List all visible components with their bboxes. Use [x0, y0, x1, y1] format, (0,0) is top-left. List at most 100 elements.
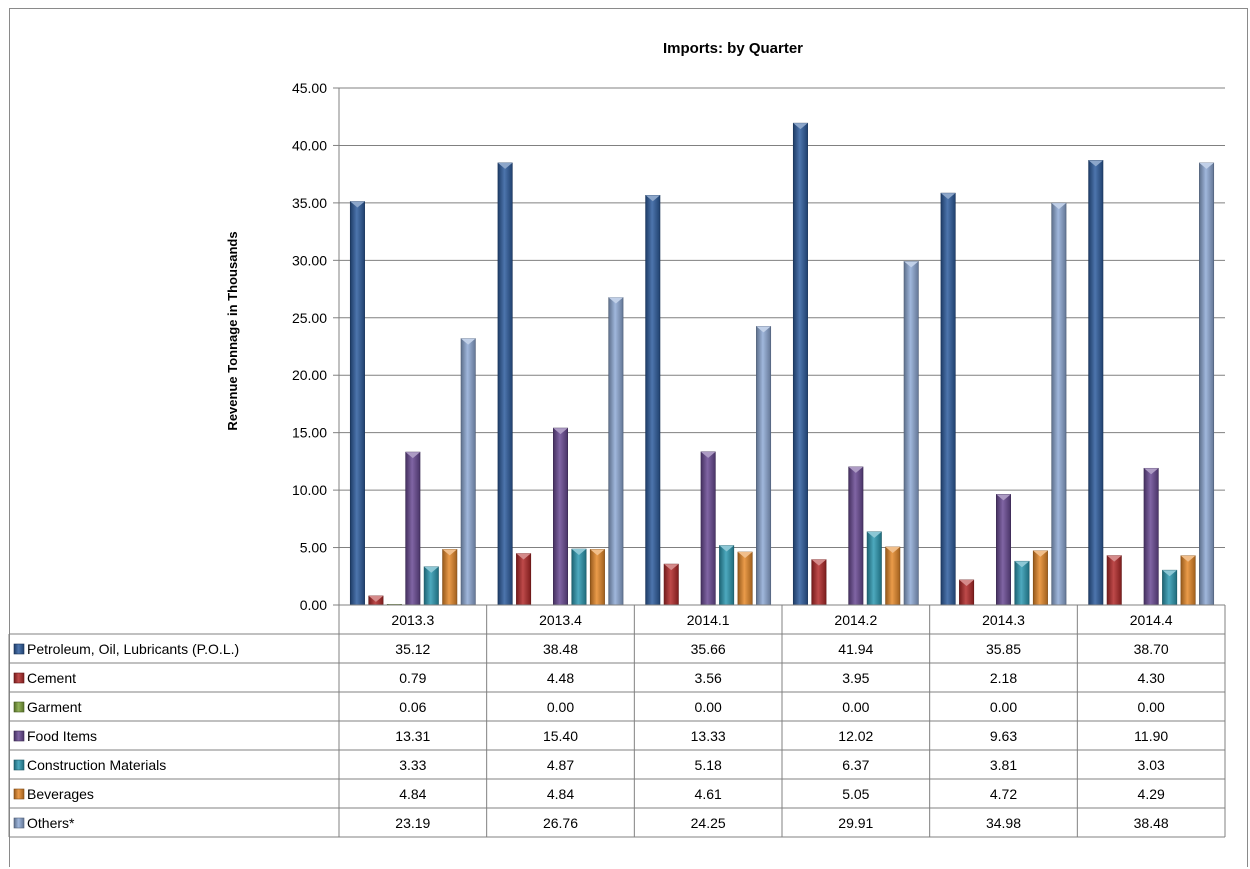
data-cell: 35.66	[691, 641, 726, 657]
data-cell: 3.03	[1138, 757, 1165, 773]
bar	[442, 549, 458, 606]
series-name: Petroleum, Oil, Lubricants (P.O.L.)	[27, 641, 239, 657]
bar-body	[571, 548, 587, 606]
data-cell: 0.00	[842, 699, 869, 715]
legend-key	[13, 672, 25, 684]
bar-cap	[904, 261, 919, 268]
y-tick-label: 5.00	[300, 540, 327, 556]
data-cell: 4.87	[547, 757, 574, 773]
data-cell: 4.61	[695, 786, 722, 802]
bar	[811, 559, 827, 606]
data-cell: 12.02	[838, 728, 873, 744]
bar	[1051, 202, 1067, 606]
legend-key	[13, 730, 25, 742]
series-name: Others*	[27, 815, 75, 831]
bar	[737, 551, 753, 606]
bar	[940, 192, 956, 606]
bar-body	[1032, 550, 1048, 606]
data-cell: 4.48	[547, 670, 574, 686]
y-tick-label: 15.00	[292, 425, 327, 441]
bar	[1162, 569, 1178, 606]
data-cell: 6.37	[842, 757, 869, 773]
y-tick-label: 45.00	[292, 80, 327, 96]
bar-cap	[1088, 160, 1103, 167]
bar	[608, 297, 624, 606]
data-cell: 26.76	[543, 815, 578, 831]
bar	[959, 579, 975, 606]
series-name: Construction Materials	[27, 757, 166, 773]
bar	[1180, 555, 1196, 606]
bar-body	[811, 559, 827, 606]
data-cell: 15.40	[543, 728, 578, 744]
bar	[645, 195, 661, 606]
bar	[423, 566, 439, 606]
gridlines	[333, 87, 1225, 606]
bar-cap	[793, 123, 808, 130]
bar	[792, 122, 808, 606]
data-cell: 38.70	[1134, 641, 1169, 657]
bar-cap	[885, 546, 900, 553]
bar-cap	[867, 531, 882, 538]
bar-body	[349, 201, 365, 606]
data-cell: 0.06	[399, 699, 426, 715]
bar-cap	[996, 494, 1011, 501]
bar	[1088, 160, 1104, 606]
data-cell: 4.29	[1138, 786, 1165, 802]
bar-cap	[350, 201, 365, 208]
category-label: 2014.1	[687, 612, 730, 628]
bar-body	[589, 549, 605, 606]
y-tick-label: 35.00	[292, 195, 327, 211]
bar-body	[700, 451, 716, 606]
data-cell: 3.33	[399, 757, 426, 773]
bar	[1199, 162, 1215, 606]
data-cell: 38.48	[543, 641, 578, 657]
data-cell: 34.98	[986, 815, 1021, 831]
chart-title: Imports: by Quarter	[663, 40, 803, 57]
bar-body	[663, 563, 679, 606]
bar	[1143, 467, 1159, 606]
bar	[516, 553, 532, 606]
bar	[460, 338, 476, 606]
bar	[571, 548, 587, 606]
bars	[349, 122, 1215, 606]
data-cell: 3.56	[695, 670, 722, 686]
bar-cap	[959, 579, 974, 586]
bar-cap	[461, 338, 476, 345]
legend-key	[13, 643, 25, 655]
data-cell: 13.33	[691, 728, 726, 744]
bar-body	[848, 466, 864, 606]
data-cell: 23.19	[395, 815, 430, 831]
bar	[349, 201, 365, 606]
bar-body	[940, 192, 956, 606]
data-table: 2013.3 2013.4 2014.1 2014.2 2014.3 2014.4 Petr…	[8, 604, 1226, 838]
data-cell: 4.30	[1138, 670, 1165, 686]
bar-body	[516, 553, 532, 606]
y-tick-label: 40.00	[292, 137, 327, 153]
data-cell: 29.91	[838, 815, 873, 831]
bar-cap	[1162, 570, 1177, 577]
bar-body	[460, 338, 476, 606]
bar-body	[737, 551, 753, 606]
category-label: 2014.4	[1130, 612, 1173, 628]
bar-body	[1199, 162, 1215, 606]
data-cell: 0.00	[695, 699, 722, 715]
bar-cap	[645, 195, 660, 202]
bar-body	[903, 261, 919, 606]
bar-body	[756, 326, 772, 606]
data-cell: 0.00	[547, 699, 574, 715]
bar-body	[553, 427, 568, 606]
bar-body	[1143, 467, 1159, 606]
bar-cap	[664, 564, 679, 571]
bar-cap	[1107, 555, 1122, 562]
bar-cap	[553, 428, 568, 435]
bar-body	[497, 162, 513, 606]
bar-cap	[368, 595, 384, 602]
y-tick-label: 10.00	[292, 482, 327, 498]
bar-cap	[497, 162, 513, 169]
data-cell: 4.84	[399, 786, 426, 802]
category-label: 2014.2	[834, 612, 877, 628]
y-tick-label: 20.00	[292, 367, 327, 383]
bar-body	[1180, 555, 1196, 606]
data-cell: 2.18	[990, 670, 1017, 686]
